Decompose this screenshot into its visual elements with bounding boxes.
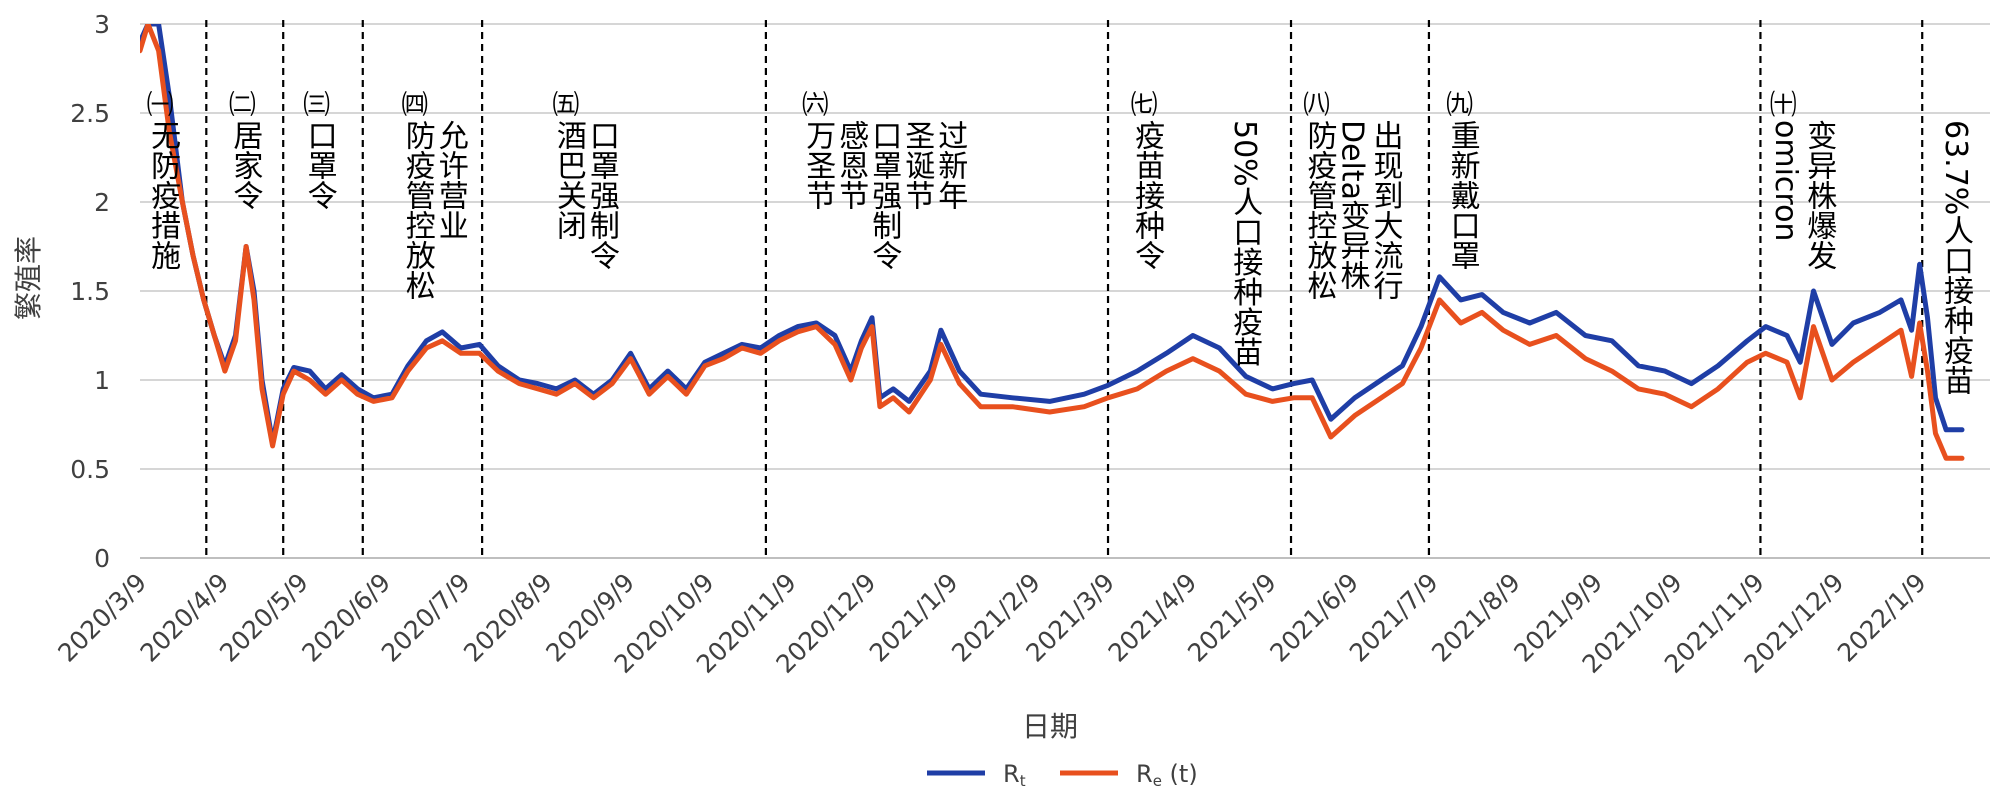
axis-layer: 00.511.522.532020/3/92020/4/92020/5/9202…	[52, 10, 1990, 679]
annotation-label: omicron	[1768, 120, 1803, 241]
annotation-label: 居家令	[227, 120, 263, 210]
annotation-number: ㈧	[1303, 90, 1330, 121]
rt-series-line	[140, 24, 1965, 445]
annotation-label: 过新年	[932, 120, 967, 210]
x-tick-label: 2022/1/9	[1832, 568, 1932, 668]
annotation-number: ㈥	[802, 90, 829, 121]
x-axis-title: 日期	[1022, 710, 1078, 743]
x-tick-label: 2020/8/9	[458, 568, 558, 668]
annotation-number: ㈠	[147, 90, 174, 121]
annotation-number: ㈦	[1131, 90, 1158, 121]
annotation-number: ㈤	[552, 90, 579, 121]
annotation-label: 允许营业	[433, 120, 469, 240]
annotation-label: 出现到大流行	[1367, 120, 1403, 300]
annotation-number: ㈨	[1446, 90, 1473, 121]
annotation-label: 疫苗接种令	[1129, 120, 1165, 270]
grid-layer	[140, 23, 1990, 559]
phase-divider-layer	[205, 20, 1924, 558]
annotation-label: 酒巴关闭	[551, 120, 586, 240]
y-axis-title: 繁殖率	[12, 236, 45, 320]
y-tick-label: 1.5	[70, 277, 110, 306]
annotation-number: ㈣	[401, 90, 428, 121]
annotation-label: 重新戴口罩	[1445, 120, 1480, 270]
annotation-label: 变异株爆发	[1801, 120, 1837, 270]
annotation-label: 防疫管控放松	[400, 120, 436, 300]
x-tick-label: 2021/1/9	[864, 568, 964, 668]
y-tick-label: 3	[94, 10, 110, 39]
re-series-line	[140, 24, 1965, 461]
annotation-label: 口罩令	[302, 120, 337, 210]
x-tick-label: 2021/8/9	[1426, 568, 1526, 668]
legend: Rt Re (t)	[927, 760, 1198, 790]
y-tick-label: 2	[94, 188, 110, 217]
x-tick-label: 2020/3/9	[52, 568, 152, 668]
annotation-layer: ㈠无防疫措施㈡居家令㈢口罩令㈣防疫管控放松允许营业㈤酒巴关闭口罩强制令㈥万圣节感…	[145, 90, 1974, 396]
x-tick-label: 2021/5/9	[1182, 568, 1282, 668]
legend-label-rt: Rt	[1003, 760, 1026, 790]
y-tick-label: 1	[94, 366, 110, 395]
annotation-label: 圣诞节	[899, 120, 934, 210]
annotation-label: 口罩强制令	[866, 120, 901, 270]
annotation-label: 防疫管控放松	[1301, 120, 1337, 300]
annotation-label: 口罩强制令	[584, 120, 619, 270]
annotation-label: 感恩节	[833, 120, 868, 210]
x-tick-label: 2020/5/9	[214, 568, 314, 668]
series-layer	[140, 24, 1965, 461]
x-tick-label: 2021/7/9	[1344, 568, 1444, 668]
y-tick-label: 2.5	[70, 99, 110, 128]
x-tick-label: 2020/7/9	[376, 568, 476, 668]
annotation-number: ㈩	[1770, 90, 1797, 121]
annotation-label: 63.7%人口接种疫苗	[1938, 120, 1974, 396]
annotation-number: ㈢	[303, 90, 330, 121]
y-tick-label: 0.5	[70, 455, 110, 484]
legend-label-re: Re (t)	[1136, 760, 1198, 790]
annotation-label: 万圣节	[800, 120, 835, 210]
annotation-label: Delta变异株	[1334, 120, 1370, 290]
annotation-label: 无防疫措施	[145, 120, 181, 270]
y-tick-label: 0	[94, 544, 110, 573]
annotation-label: 50%人口接种疫苗	[1227, 120, 1263, 367]
annotation-number: ㈡	[229, 90, 256, 121]
